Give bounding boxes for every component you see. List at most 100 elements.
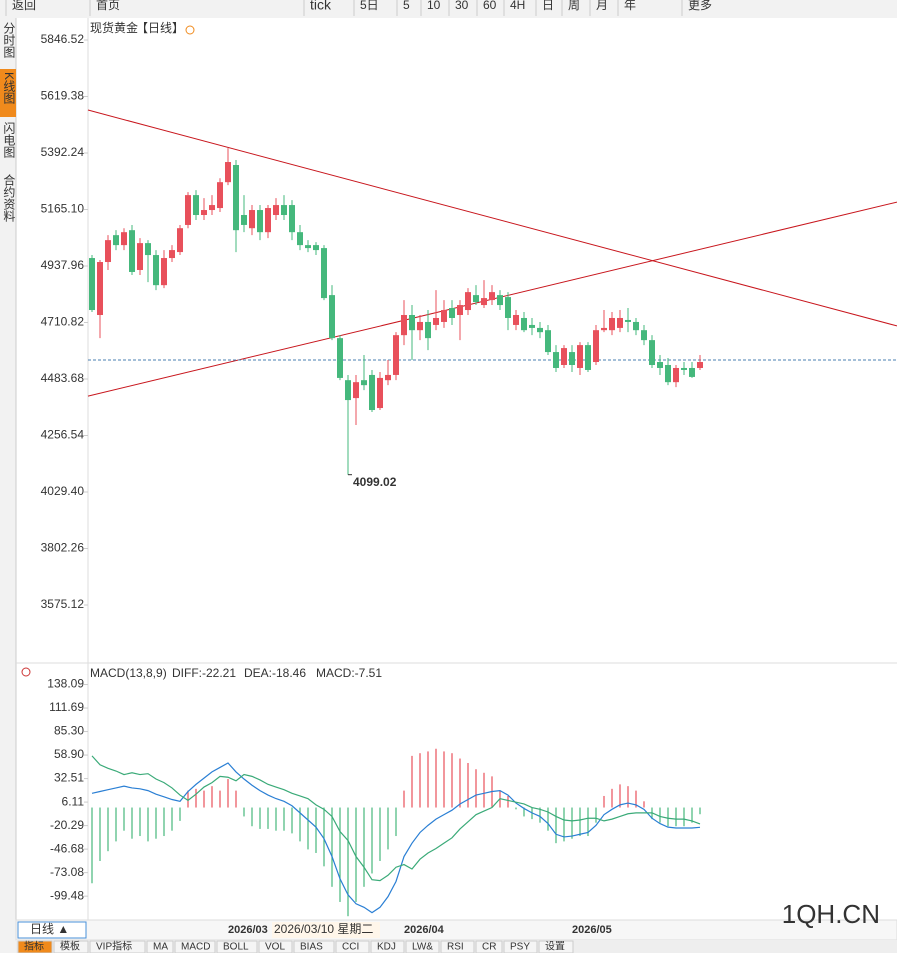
indicator-tab[interactable]	[17, 940, 53, 953]
indicator-tab[interactable]	[293, 940, 335, 953]
toolbar-button[interactable]: 更多	[688, 0, 712, 12]
candle-body	[241, 215, 247, 225]
y-tick-label: 85.30	[54, 724, 84, 738]
candle-body	[345, 380, 351, 401]
toolbar-button[interactable]: 4H	[510, 0, 525, 12]
sidebar-tab[interactable]: 合约资料	[2, 173, 16, 222]
y-tick-label: 32.51	[54, 771, 84, 785]
y-tick-label: 4483.68	[41, 371, 85, 385]
candle-body	[585, 345, 591, 370]
sidebar-tab[interactable]: 闪电图	[2, 122, 16, 158]
indicator-tab-label[interactable]: MACD	[181, 942, 210, 953]
candle-body	[561, 348, 567, 365]
y-tick-label: 4710.82	[41, 315, 85, 329]
candle-body	[641, 330, 647, 341]
candle-body	[457, 305, 463, 316]
toolbar-button[interactable]: 5	[403, 0, 410, 12]
period-tab[interactable]	[17, 921, 87, 939]
candle-body	[353, 382, 359, 399]
y-tick-label: -46.68	[50, 841, 84, 855]
date-bar	[15, 919, 897, 941]
indicator-tab-label[interactable]: BOLL	[223, 942, 249, 953]
indicator-tab[interactable]	[258, 940, 293, 953]
indicator-tab[interactable]	[405, 940, 440, 953]
toolbar-button[interactable]: tick	[310, 0, 332, 13]
indicator-tab[interactable]	[370, 940, 405, 953]
indicator-tab-label[interactable]: 指标	[24, 940, 44, 953]
candle-body	[481, 298, 487, 306]
candle-body	[617, 317, 623, 328]
candle-body	[129, 230, 135, 272]
indicator-tab[interactable]	[440, 940, 475, 953]
indicator-tab[interactable]	[146, 940, 174, 953]
indicator-tab-label[interactable]: 模板	[60, 940, 80, 953]
indicator-tab-label[interactable]: LW&	[412, 942, 433, 953]
candle-body	[529, 324, 535, 328]
y-tick-label: 138.09	[47, 677, 84, 691]
indicator-tab-label[interactable]: PSY	[510, 942, 530, 953]
candle-body	[257, 210, 263, 233]
candle-body	[593, 330, 599, 363]
indicator-tab-label[interactable]: KDJ	[377, 942, 396, 953]
toolbar-button[interactable]: 5日	[360, 0, 379, 12]
y-tick-label: 5619.38	[41, 89, 85, 103]
candle-body	[185, 195, 191, 225]
indicator-tab-label[interactable]: 设置	[545, 941, 565, 953]
candle-body	[385, 374, 391, 381]
candle-body	[305, 245, 311, 249]
y-tick-label: 4937.96	[41, 258, 85, 272]
toolbar-button[interactable]: 返回	[12, 0, 36, 12]
toolbar-button[interactable]: 月	[596, 0, 608, 12]
toolbar-button[interactable]: 30	[455, 0, 469, 12]
indicator-tab[interactable]	[335, 940, 370, 953]
indicator-tab[interactable]	[174, 940, 216, 953]
indicator-tab-label[interactable]: RSI	[447, 942, 464, 953]
candle-body	[209, 205, 215, 211]
indicator-tab[interactable]	[216, 940, 258, 953]
toolbar-button[interactable]: 首页	[96, 0, 120, 12]
macd-line	[91, 755, 701, 882]
candle-body	[417, 321, 423, 331]
candle-body	[577, 345, 583, 368]
indicator-tab[interactable]	[475, 940, 503, 953]
indicator-tab-label[interactable]: CR	[482, 942, 496, 953]
sidebar	[0, 18, 16, 953]
candle-body	[233, 165, 239, 231]
candle-body	[217, 182, 223, 209]
period-tab-label[interactable]: 日线 ▲	[30, 922, 69, 936]
low-label: 4099.02	[353, 475, 397, 489]
candle-body	[337, 338, 343, 378]
toolbar-button[interactable]: 日	[542, 0, 554, 12]
candle-body	[105, 240, 111, 263]
toolbar-button[interactable]: 周	[568, 0, 580, 12]
candle-body	[513, 315, 519, 325]
candle-body	[249, 210, 255, 229]
candle-body	[121, 232, 127, 246]
candle-body	[489, 292, 495, 301]
candle-body	[393, 335, 399, 375]
sidebar-tab[interactable]: K线图	[2, 72, 16, 104]
toolbar-button[interactable]: 年	[624, 0, 636, 12]
y-tick-label: -99.48	[50, 888, 84, 902]
indicator-tab[interactable]	[503, 940, 538, 953]
indicator-tab[interactable]	[53, 940, 89, 953]
indicator-tab-label[interactable]: BIAS	[300, 942, 323, 953]
settings-icon[interactable]	[21, 667, 31, 677]
sidebar-tab[interactable]: 分时图	[2, 22, 16, 58]
candle-body	[665, 364, 671, 383]
y-tick-label: 3575.12	[41, 597, 85, 611]
indicator-tab[interactable]	[89, 940, 146, 953]
toolbar-button[interactable]: 60	[483, 0, 497, 12]
candle-body	[97, 262, 103, 316]
indicator-tab-label[interactable]: VOL	[265, 942, 285, 953]
candle-body	[697, 362, 703, 368]
indicator-tab-label[interactable]: CCI	[342, 942, 359, 953]
indicator-tab[interactable]	[538, 940, 574, 953]
indicator-tab-label[interactable]: VIP指标	[96, 940, 132, 953]
candle-body	[425, 321, 431, 339]
toolbar-button[interactable]: 10	[427, 0, 441, 12]
add-icon[interactable]	[185, 25, 195, 35]
candle-body	[369, 374, 375, 411]
indicator-tab-label[interactable]: MA	[153, 942, 168, 953]
candle-body	[265, 208, 271, 233]
